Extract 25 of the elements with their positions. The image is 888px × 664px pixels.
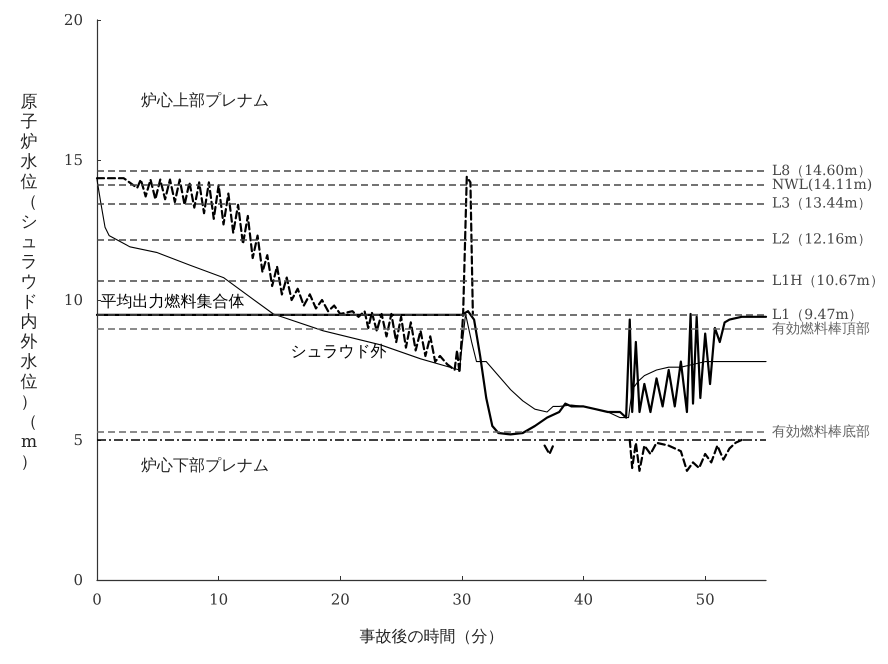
y-tick-label: 20 — [64, 11, 83, 29]
ref-line-label: NWL(14.11m) — [772, 176, 872, 193]
y-tick-label: 5 — [73, 431, 83, 449]
series-label: シュラウド外 — [290, 342, 386, 360]
annotation: 炉心下部プレナム — [141, 456, 269, 474]
ref-line-label: L8（14.60m） — [772, 163, 872, 180]
ref-line-label: L3（13.44m） — [772, 196, 872, 212]
x-axis-title: 事故後の時間（分） — [360, 626, 504, 646]
text: 原子炉水位（シュラウド内外水位）（m） — [20, 92, 38, 472]
x-tick-label: 30 — [452, 590, 472, 608]
y-tick-label: 15 — [64, 151, 83, 169]
x-tick-label: 10 — [209, 590, 228, 608]
ref-line-label: 有効燃料棒頂部 — [772, 321, 870, 338]
x-tick-label: 40 — [574, 590, 594, 608]
ref-line-label: L2（12.16m） — [772, 232, 872, 248]
ref-line-label: L1（9.47m） — [772, 306, 863, 323]
y-tick-label: 10 — [64, 291, 83, 309]
x-tick-label: 20 — [330, 590, 350, 608]
ref-line-label: 有効燃料棒底部 — [772, 424, 870, 440]
ref-line-label: L1H（10.67m） — [772, 273, 884, 290]
series-label: 平均出力燃料集合体 — [100, 291, 244, 310]
x-tick-label: 50 — [696, 590, 715, 608]
x-tick-label: 0 — [92, 590, 102, 608]
y-tick-label: 0 — [73, 571, 83, 589]
annotation: 炉心上部プレナム — [141, 90, 269, 110]
